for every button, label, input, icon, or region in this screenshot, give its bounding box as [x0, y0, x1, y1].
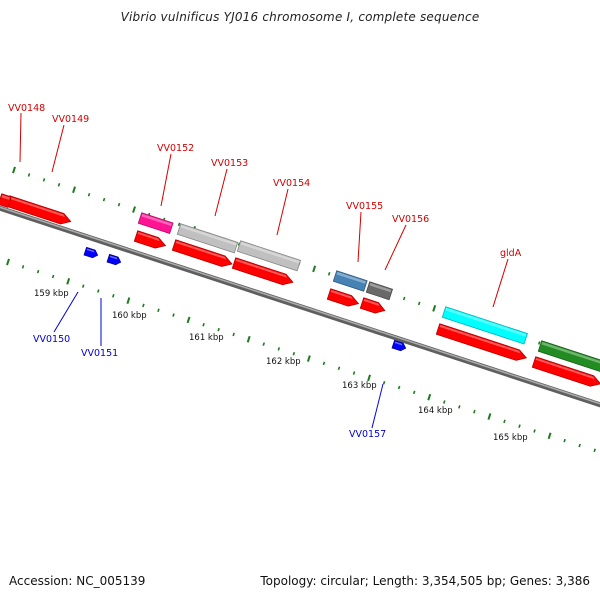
cds-arrow-vv0154 [231, 257, 294, 286]
gene-label-forward: gldA [500, 248, 522, 259]
feature-vv0153 [176, 223, 239, 254]
label-leader-line [371, 383, 384, 429]
gene-label-forward: VV0153 [211, 158, 248, 169]
gene-label-forward: VV0156 [392, 214, 429, 225]
cds-arrow-vv0153 [171, 239, 233, 267]
backbone [0, 205, 600, 408]
label-leader-line [384, 224, 407, 271]
label-leader-line [53, 291, 79, 333]
topology-text: Topology: circular [260, 574, 365, 588]
gene-label-reverse: VV0151 [81, 348, 118, 359]
genes-text: Genes: 3,386 [502, 574, 590, 588]
gene-label-forward: VV0154 [273, 178, 310, 189]
cds-arrow-vv0148-start [0, 193, 12, 208]
inner-tick-track [6, 258, 596, 453]
cds-arrow-vv0152 [133, 230, 167, 249]
cds-arrow-downstream [531, 356, 600, 387]
feature-glda [441, 306, 528, 345]
feature-vv0155 [332, 270, 368, 292]
label-leader-line [492, 258, 509, 308]
cds-arrow-vv0155 [326, 288, 360, 307]
scale-label: 160 kbp [112, 311, 147, 321]
feature-vv0154 [236, 240, 302, 272]
label-leader-line [214, 168, 228, 217]
scale-labels: 159 kbp 160 kbp 161 kbp 162 kbp 163 kbp 164 k… [34, 289, 528, 443]
scale-label: 165 kbp [493, 433, 528, 443]
label-leader-line [19, 112, 22, 163]
length-text: Length: 3,354,505 bp [365, 574, 502, 588]
cds-arrow-vv0156 [359, 297, 386, 314]
feature-downstream [537, 340, 600, 374]
accession-text: Accession: NC_005139 [9, 574, 146, 588]
gene-label-forward: VV0155 [346, 201, 383, 212]
cds-arrow-glda [435, 323, 528, 361]
label-leader-line [51, 124, 65, 173]
gene-labels: VV0148 VV0149 VV0152 VV0153 VV0154 VV0155 VV01… [8, 103, 522, 440]
gene-marker-vv0157 [391, 339, 407, 352]
scale-label: 163 kbp [342, 381, 377, 391]
map-title: Vibrio vulnificus YJ016 chromosome I, co… [120, 10, 480, 24]
gene-label-forward: VV0148 [8, 103, 45, 114]
scale-label: 162 kbp [266, 357, 301, 367]
label-leader-line [276, 188, 289, 236]
gene-label-forward: VV0152 [157, 143, 194, 154]
gene-marker-vv0151 [106, 253, 122, 266]
sequence-summary: Topology: circularLength: 3,354,505 bpGe… [260, 574, 590, 588]
scale-label: 164 kbp [418, 406, 453, 416]
feature-vv0156 [365, 281, 394, 301]
gene-label-reverse: VV0157 [349, 429, 386, 440]
gene-label-reverse: VV0150 [33, 334, 70, 345]
scale-label: 161 kbp [189, 333, 224, 343]
label-leader-line [160, 153, 172, 207]
label-leader-line [357, 211, 362, 263]
feature-vv0152 [137, 212, 174, 235]
scale-label: 159 kbp [34, 289, 69, 299]
gene-marker-vv0150 [83, 246, 99, 259]
gene-label-forward: VV0149 [52, 114, 89, 125]
